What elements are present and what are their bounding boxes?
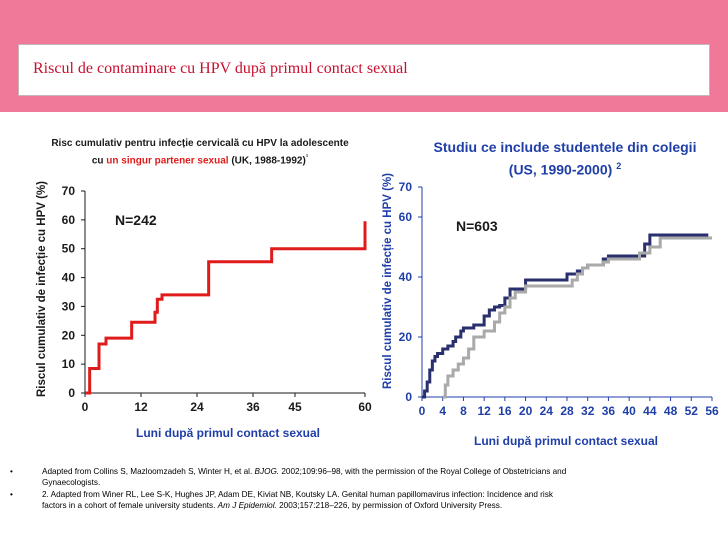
left-y-tick-label: 30 xyxy=(62,299,76,313)
right-x-tick-label: 24 xyxy=(540,404,554,418)
page-title: Riscul de contaminare cu HPV după primul… xyxy=(33,60,408,77)
right-x-tick-label: 12 xyxy=(477,404,491,418)
left-subtitle-suffix: (UK, 1988-1992) xyxy=(231,155,306,167)
left-x-tick-label: 0 xyxy=(82,400,89,414)
left-y-tick-label: 10 xyxy=(62,357,76,371)
right-series-1-line xyxy=(422,233,709,399)
reference-text: Adapted from Collins S, Mazloomzadeh S, … xyxy=(42,467,253,476)
references: • Adapted from Collins S, Mazloomzadeh S… xyxy=(10,466,570,512)
left-x-tick-label: 12 xyxy=(134,400,148,414)
left-y-tick-label: 0 xyxy=(68,386,75,400)
left-x-tick-label: 60 xyxy=(358,400,372,414)
left-y-tick-label: 40 xyxy=(62,271,76,285)
left-x-tick-label: 36 xyxy=(246,400,260,414)
right-x-tick-label: 8 xyxy=(460,404,467,418)
left-subtitle-line1: Risc cumulativ pentru infecție cervicală… xyxy=(51,138,349,149)
reference-text-end: 2002;109:96–98, with the permission of t… xyxy=(42,467,567,487)
right-y-tick-label: 70 xyxy=(399,180,413,194)
right-x-tick-label: 28 xyxy=(560,404,574,418)
left-x-tick-label: 45 xyxy=(288,400,302,414)
right-x-tick-label: 4 xyxy=(439,404,446,418)
right-x-axis-label: Luni după primul contact sexual xyxy=(473,434,659,448)
left-subtitle-prefix: cu xyxy=(91,155,104,167)
left-series-1-line xyxy=(85,221,367,395)
right-x-tick-label: 16 xyxy=(498,404,512,418)
right-x-tick-label: 48 xyxy=(664,404,678,418)
reference-item-1: • Adapted from Collins S, Mazloomzadeh S… xyxy=(10,466,570,488)
left-y-tick-label: 50 xyxy=(62,242,76,256)
right-n-annotation: N=603 xyxy=(456,218,498,234)
reference-bullet: • xyxy=(10,490,13,499)
right-x-tick-label: 32 xyxy=(581,404,595,418)
reference-text: 2. Adapted from Winer RL, Lee S-K, Hughe… xyxy=(42,490,553,510)
left-x-axis-label: Luni după primul contact sexual xyxy=(135,426,321,440)
right-x-tick-label: 20 xyxy=(519,404,533,418)
right-x-tick-label: 0 xyxy=(419,404,426,418)
left-n-annotation: N=242 xyxy=(115,212,157,228)
right-y-tick-label: 40 xyxy=(399,270,413,284)
title-box: Riscul de contaminare cu HPV după primul… xyxy=(18,44,710,96)
left-y-tick-label: 20 xyxy=(62,328,76,342)
right-y-tick-label: 20 xyxy=(399,330,413,344)
reference-journal: Am J Epidemiol. xyxy=(217,501,277,510)
left-chart-subtitle: Risc cumulativ pentru infecție cervicală… xyxy=(30,137,370,168)
right-x-tick-label: 52 xyxy=(685,404,699,418)
right-title-text: Studiu ce include studentele din colegii… xyxy=(433,139,697,178)
right-x-tick-label: 56 xyxy=(705,404,719,418)
right-x-tick-label: 36 xyxy=(602,404,616,418)
right-x-tick-label: 44 xyxy=(643,404,657,418)
reference-bullet: • xyxy=(10,467,13,476)
left-y-tick-label: 60 xyxy=(62,213,76,227)
left-subtitle-ref: ¹ xyxy=(305,154,309,161)
reference-text-end: 2003;157:218–226, by permission of Oxfor… xyxy=(279,501,503,510)
right-title-ref: 2 xyxy=(616,161,622,171)
right-x-tick-label: 40 xyxy=(622,404,636,418)
left-y-tick-label: 70 xyxy=(62,184,76,198)
right-chart-title: Studiu ce include studentele din colegii… xyxy=(430,138,700,180)
reference-journal: BJOG. xyxy=(254,467,280,476)
right-series-2-line xyxy=(442,236,712,399)
left-x-tick-label: 24 xyxy=(190,400,204,414)
reference-item-2: • 2. Adapted from Winer RL, Lee S-K, Hug… xyxy=(10,489,570,511)
right-y-tick-label: 60 xyxy=(399,210,413,224)
right-y-tick-label: 0 xyxy=(405,390,412,404)
left-subtitle-highlight: un singur partener sexual xyxy=(106,155,229,167)
